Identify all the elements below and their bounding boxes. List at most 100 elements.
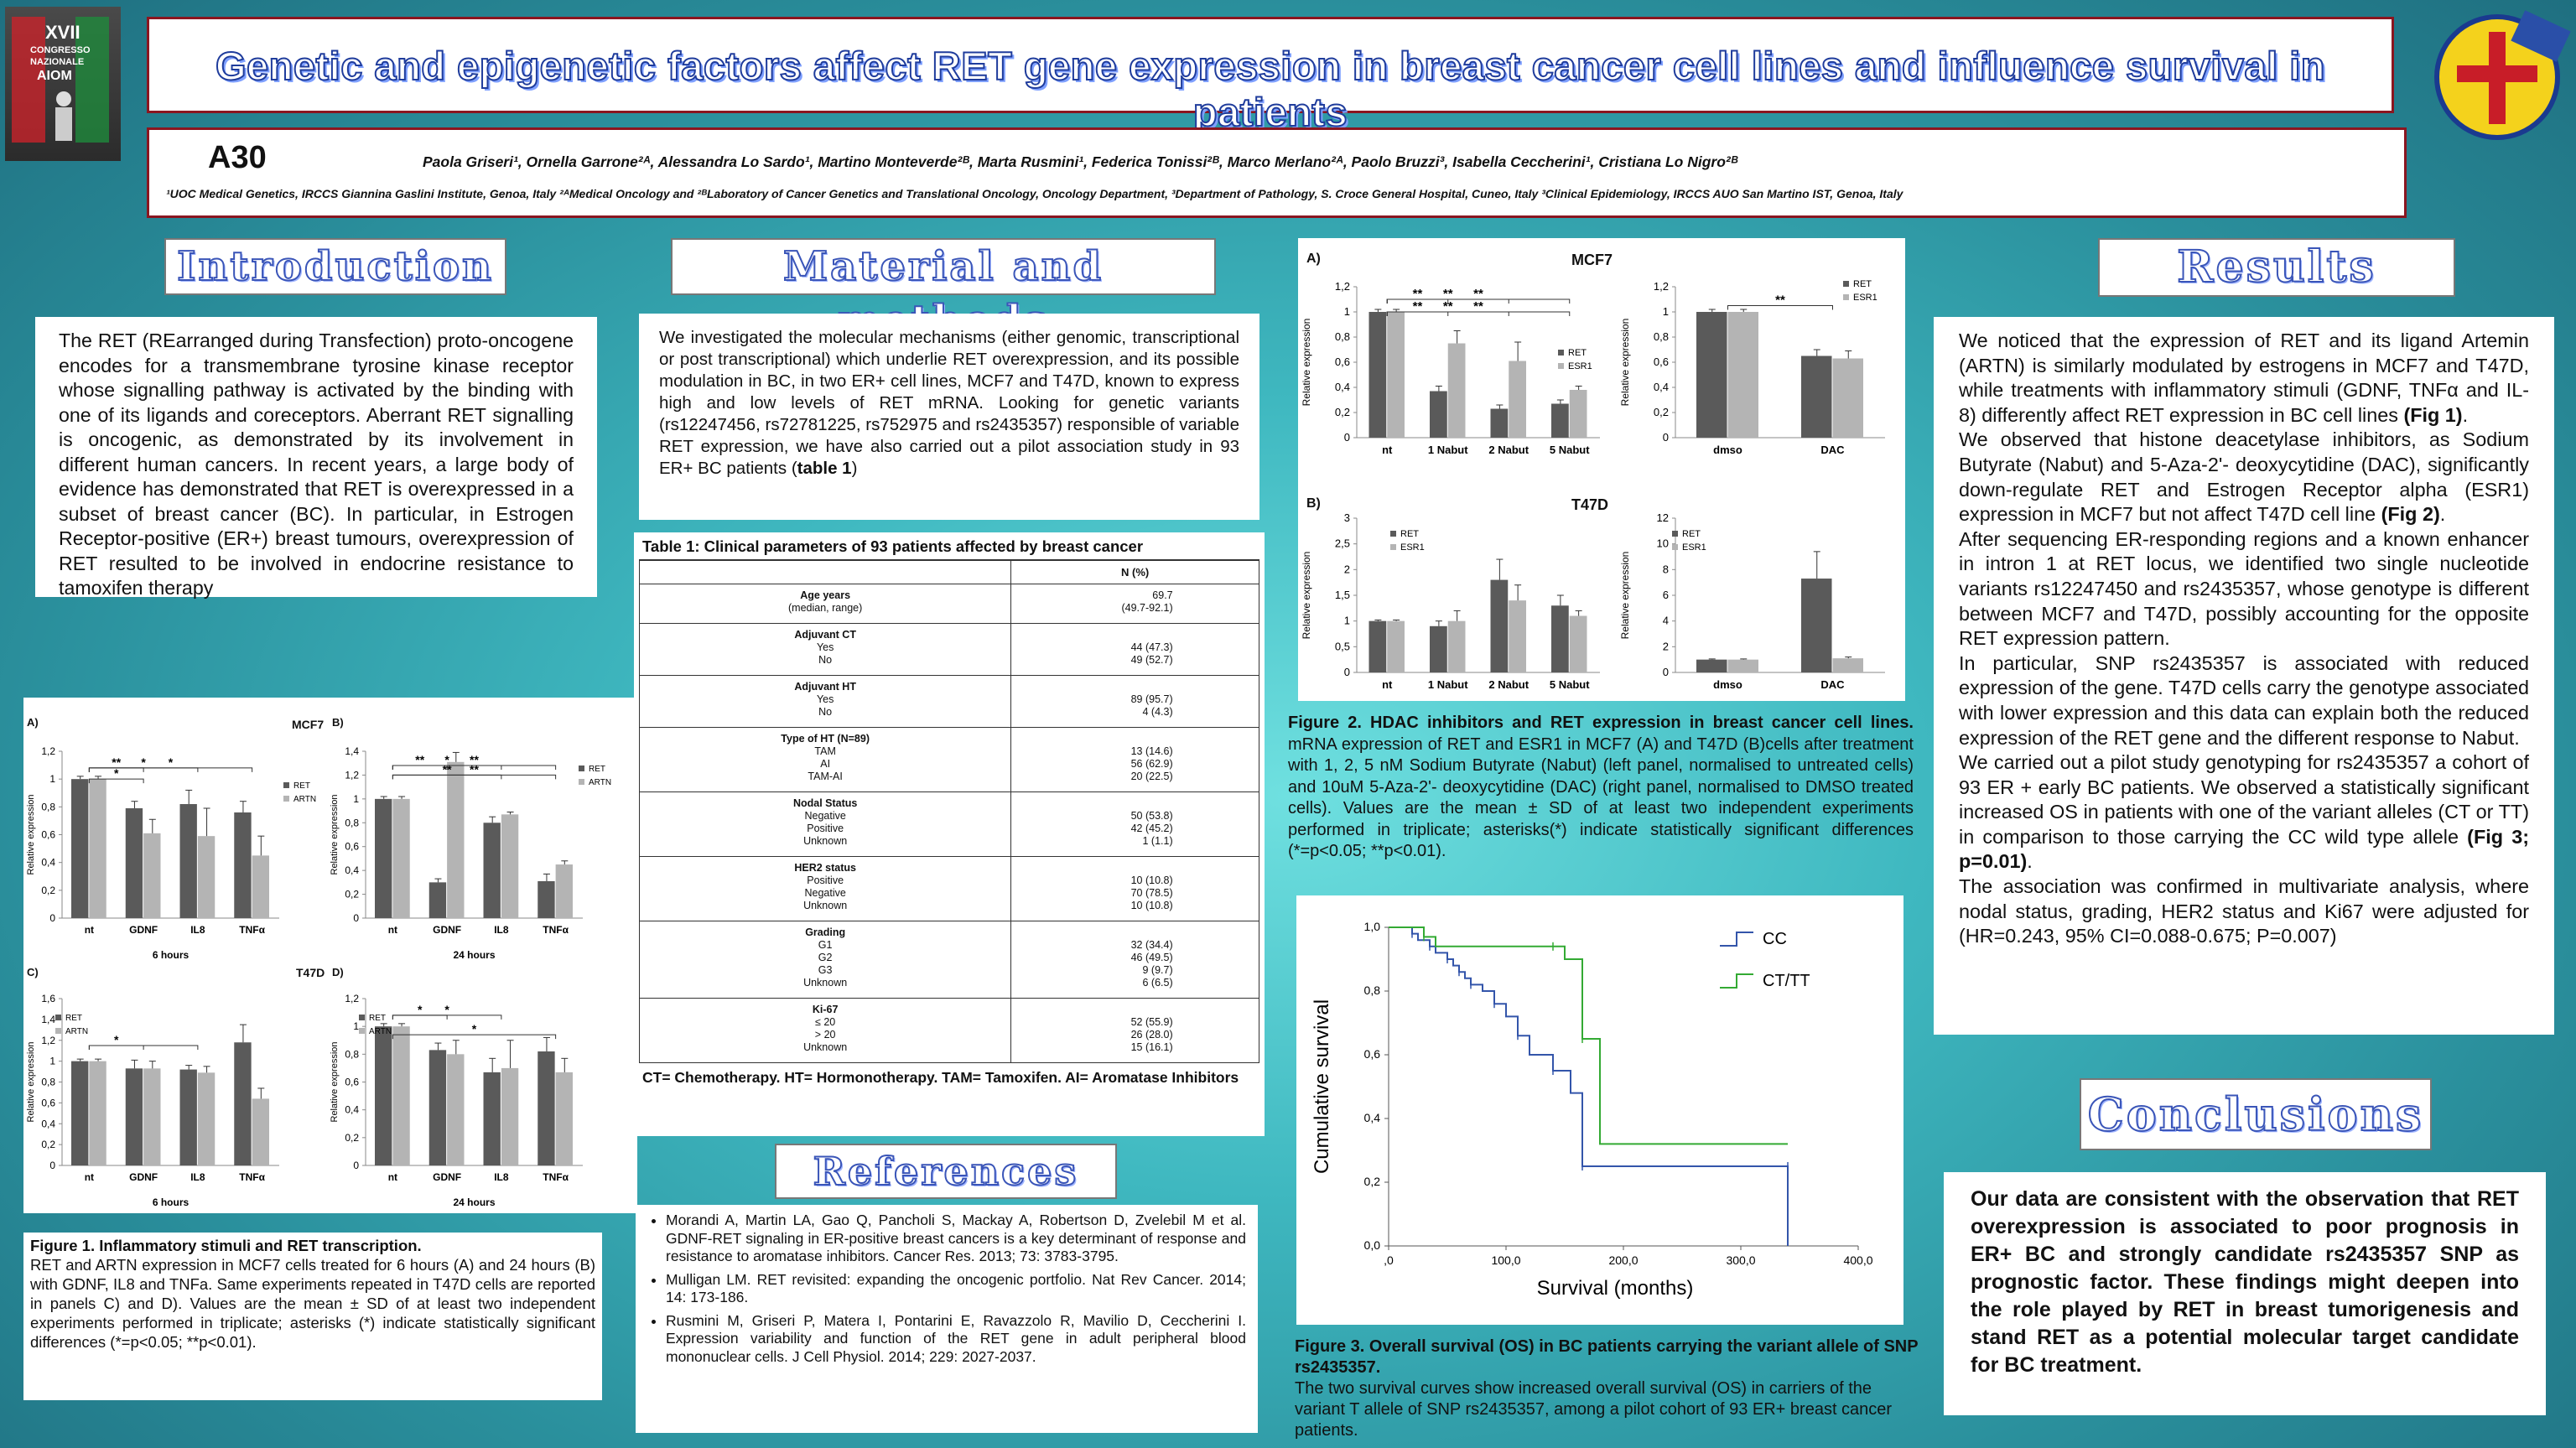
logo-text-2: CONGRESSO (30, 45, 91, 55)
bar-ret (483, 1072, 501, 1165)
bar-esr1 (1832, 658, 1863, 672)
y-tick-label: 0,2 (41, 885, 55, 896)
y-axis-title: Relative expression (1301, 319, 1312, 407)
references-box: Morandi A, Martin LA, Gao Q, Pancholi S,… (636, 1205, 1258, 1433)
bar-ret (1490, 579, 1509, 672)
significance-marker: * (141, 755, 146, 769)
bar-ret (125, 807, 143, 918)
y-tick-label: 0,4 (1364, 1111, 1381, 1124)
significance-bracket (88, 767, 253, 772)
legend-label: RET (589, 765, 605, 774)
y-axis-title: Relative expression (330, 795, 340, 875)
legend-swatch (1672, 544, 1678, 550)
bar-artn (555, 1072, 573, 1165)
y-tick-label: 12 (1657, 511, 1669, 524)
legend-swatch (55, 1015, 61, 1020)
bar-artn (143, 833, 161, 918)
methods-box: We investigated the molecular mechanisms… (639, 314, 1259, 520)
table-row: Grading G1 G2 G3 Unknown 32 (34.4) 46 (49.5) 9 … (640, 921, 1259, 999)
bar-ret (1696, 312, 1727, 438)
fig1-panel-a: A) (27, 716, 39, 729)
bar-artn (447, 761, 465, 918)
fig2a-dac-chart: 0 0,2 0,4 0,6 0,8 1 1,2 Relative expression dmso… (1619, 279, 1885, 456)
reference-item: Rusmini M, Griseri P, Matera I, Pontarin… (666, 1312, 1246, 1367)
legend-label: ARTN (369, 1027, 392, 1036)
legend-swatch (1843, 294, 1849, 300)
bar-artn (555, 864, 573, 918)
bar-esr1 (1569, 390, 1587, 438)
bar-ret (1430, 391, 1447, 438)
title-banner: Genetic and epigenetic factors affect RE… (147, 17, 2394, 135)
y-tick-label: 3 (1344, 511, 1350, 524)
x-tick-label: nt (388, 924, 397, 936)
x-tick-label: 300,0 (1726, 1253, 1755, 1267)
x-axis-title: 6 hours (153, 949, 190, 961)
significance-bracket (392, 765, 557, 771)
logo-figure-icon (55, 91, 72, 141)
results-title: Results (2098, 238, 2455, 297)
legend-line (1720, 932, 1753, 947)
x-tick-label: DAC (1820, 678, 1845, 691)
x-tick-label: IL8 (494, 1171, 509, 1183)
x-tick-label: 200,0 (1608, 1253, 1638, 1267)
table1: N (%) Age years (median, range) 69.7 (49.7-9… (639, 559, 1259, 1063)
x-tick-label: IL8 (494, 924, 509, 936)
fig1-panel-c: C) (27, 966, 39, 978)
y-tick-label: 0,6 (1654, 356, 1669, 368)
seal-icon (2434, 10, 2571, 140)
x-tick-label: ,0 (1384, 1253, 1394, 1267)
bar-ret (234, 1042, 252, 1165)
legend-line (1720, 973, 1753, 989)
logo-text-3: NAZIONALE (30, 57, 85, 67)
significance-bracket (88, 778, 144, 784)
significance-marker: ** (1443, 299, 1453, 314)
x-tick-label: 1 Nabut (1428, 678, 1468, 691)
significance-marker: * (114, 766, 119, 780)
bar-ret (71, 1061, 89, 1165)
significance-marker: ** (415, 753, 424, 766)
legend-swatch (359, 1028, 365, 1034)
fig1-caption-body: RET and ARTN expression in MCF7 cells tr… (30, 1256, 595, 1351)
x-axis-title: 6 hours (153, 1196, 190, 1208)
significance-marker: ** (470, 762, 479, 776)
y-tick-label: 1,0 (1364, 920, 1381, 933)
y-axis-title: Relative expression (1301, 552, 1312, 640)
y-tick-label: 0 (1663, 666, 1669, 678)
bar-ret (483, 823, 501, 918)
bar-ret (1368, 620, 1387, 672)
bar-ret (1801, 356, 1832, 438)
significance-marker: * (418, 1003, 423, 1016)
fig2-caption-body: mRNA expression of RET and ESR1 in MCF7 … (1288, 734, 1914, 861)
bar-esr1 (1509, 361, 1526, 438)
x-tick-label: nt (388, 1171, 397, 1183)
y-tick-label: 0,8 (1654, 330, 1669, 343)
legend-swatch (1390, 531, 1396, 537)
x-axis-title: 24 hours (453, 949, 495, 961)
y-axis-title: Cumulative survival (1311, 999, 1333, 1174)
y-tick-label: 0,2 (1654, 406, 1669, 418)
significance-bracket (392, 1015, 502, 1020)
y-tick-label: 0,6 (41, 829, 55, 841)
y-tick-label: 0,8 (1364, 983, 1381, 997)
legend-swatch (1843, 281, 1849, 287)
x-tick-label: IL8 (190, 924, 205, 936)
bar-artn (89, 779, 106, 918)
legend-label: RET (65, 1014, 82, 1023)
y-tick-label: 1,2 (41, 1035, 55, 1046)
institution-logo (2432, 7, 2573, 148)
conclusions-title: Conclusions (2080, 1078, 2432, 1150)
x-tick-label: TNFα (239, 1171, 265, 1183)
y-tick-label: 0,6 (1335, 356, 1350, 368)
y-tick-label: 0,4 (345, 864, 359, 876)
fig3-caption-body: The two survival curves show increased o… (1295, 1379, 1893, 1440)
introduction-box: The RET (REarranged during Transfection)… (35, 317, 597, 599)
significance-marker: * (169, 755, 174, 769)
legend-swatch (579, 779, 584, 785)
legend-label: ARTN (65, 1027, 88, 1036)
legend-swatch (579, 766, 584, 771)
y-tick-label: 2 (1663, 640, 1669, 652)
legend-swatch (1672, 531, 1678, 537)
fig1-panel-d: D) (332, 966, 344, 978)
y-tick-label: 1,2 (41, 745, 55, 757)
bar-artn (501, 1067, 519, 1165)
